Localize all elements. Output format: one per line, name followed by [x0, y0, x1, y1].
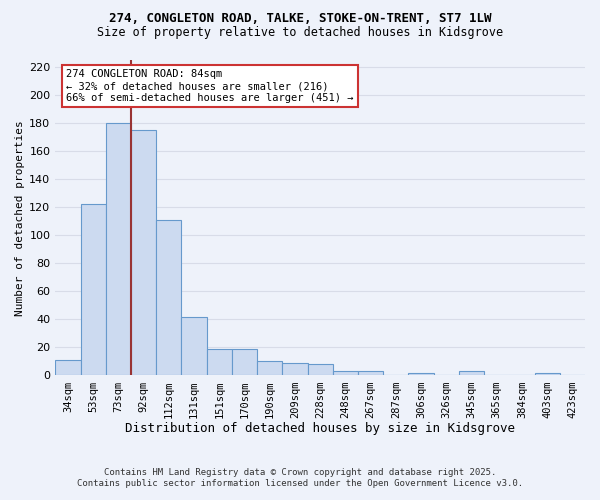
Bar [535, 372, 560, 376]
Text: 274 CONGLETON ROAD: 84sqm
← 32% of detached houses are smaller (216)
66% of semi: 274 CONGLETON ROAD: 84sqm ← 32% of detac… [66, 70, 353, 102]
Bar [283, 363, 308, 376]
Bar [55, 360, 80, 376]
Bar [358, 372, 383, 376]
Bar [459, 372, 484, 376]
Bar [409, 372, 434, 376]
Bar [80, 204, 106, 376]
Bar [156, 220, 181, 376]
X-axis label: Distribution of detached houses by size in Kidsgrove: Distribution of detached houses by size … [125, 422, 515, 435]
Bar [131, 130, 156, 376]
Text: Contains HM Land Registry data © Crown copyright and database right 2025.
Contai: Contains HM Land Registry data © Crown c… [77, 468, 523, 487]
Bar [308, 364, 333, 376]
Bar [106, 123, 131, 376]
Bar [257, 362, 283, 376]
Text: Size of property relative to detached houses in Kidsgrove: Size of property relative to detached ho… [97, 26, 503, 39]
Bar [333, 372, 358, 376]
Y-axis label: Number of detached properties: Number of detached properties [15, 120, 25, 316]
Bar [206, 349, 232, 376]
Text: 274, CONGLETON ROAD, TALKE, STOKE-ON-TRENT, ST7 1LW: 274, CONGLETON ROAD, TALKE, STOKE-ON-TRE… [109, 12, 491, 26]
Bar [232, 349, 257, 376]
Bar [181, 316, 206, 376]
